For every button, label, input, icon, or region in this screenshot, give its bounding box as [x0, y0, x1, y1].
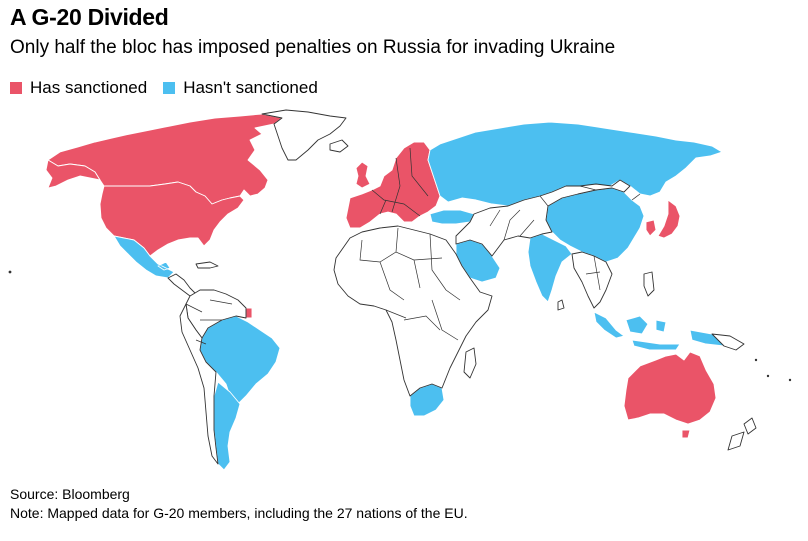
legend-label-sanctioned: Has sanctioned [30, 78, 148, 97]
region-island-dot [754, 358, 758, 362]
region-africa [333, 225, 493, 397]
region-mexico [113, 235, 175, 279]
region-japan [657, 199, 681, 239]
region-alaska [45, 159, 101, 189]
footnote: Note: Mapped data for G-20 members, incl… [10, 505, 468, 521]
region-russia [427, 121, 723, 207]
source-note: Source: Bloomberg [10, 486, 130, 502]
region-madagascar [463, 347, 477, 379]
world-map-svg [8, 109, 792, 471]
region-southeast-asia [571, 251, 613, 309]
legend: Has sanctioned Hasn't sanctioned [10, 78, 334, 98]
region-papua-new-guinea [711, 333, 745, 351]
region-island-dot [766, 374, 770, 378]
chart-title: A G-20 Divided [10, 4, 169, 30]
region-india [527, 233, 573, 303]
region-new-zealand [727, 417, 757, 451]
legend-swatch-sanctioned [10, 82, 22, 94]
region-island-dot [788, 378, 792, 382]
region-tasmania [681, 429, 691, 439]
country-borders [185, 147, 641, 345]
chart-subtitle: Only half the bloc has imposed penalties… [10, 37, 616, 58]
legend-item-sanctioned: Has sanctioned [10, 78, 147, 98]
region-greenland [261, 109, 347, 161]
region-australia [623, 351, 717, 425]
region-philippines [643, 271, 655, 297]
region-united-kingdom [355, 161, 371, 189]
region-french-guiana [245, 307, 253, 319]
legend-item-not-sanctioned: Hasn't sanctioned [163, 78, 318, 98]
region-middle-east [455, 185, 597, 257]
legend-label-not-sanctioned: Hasn't sanctioned [183, 78, 318, 97]
region-mongolia [579, 179, 631, 193]
region-iceland [329, 139, 349, 153]
region-turkey [429, 209, 475, 225]
world-map [0, 105, 808, 485]
legend-swatch-not-sanctioned [163, 82, 176, 94]
region-indonesia [593, 311, 729, 351]
region-south-korea [645, 219, 657, 237]
region-island-dot [8, 270, 12, 274]
region-sri-lanka [557, 299, 565, 311]
